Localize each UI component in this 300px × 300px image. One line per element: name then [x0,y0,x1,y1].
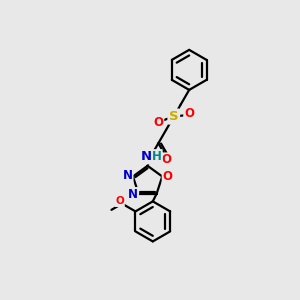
Text: O: O [153,116,164,129]
Text: N: N [123,169,133,182]
Text: N: N [140,150,152,163]
Text: O: O [163,170,172,183]
Text: O: O [116,196,124,206]
Text: S: S [169,110,178,123]
Text: H: H [152,150,162,163]
Text: O: O [162,153,172,167]
Text: N: N [128,188,138,201]
Text: O: O [184,107,194,120]
